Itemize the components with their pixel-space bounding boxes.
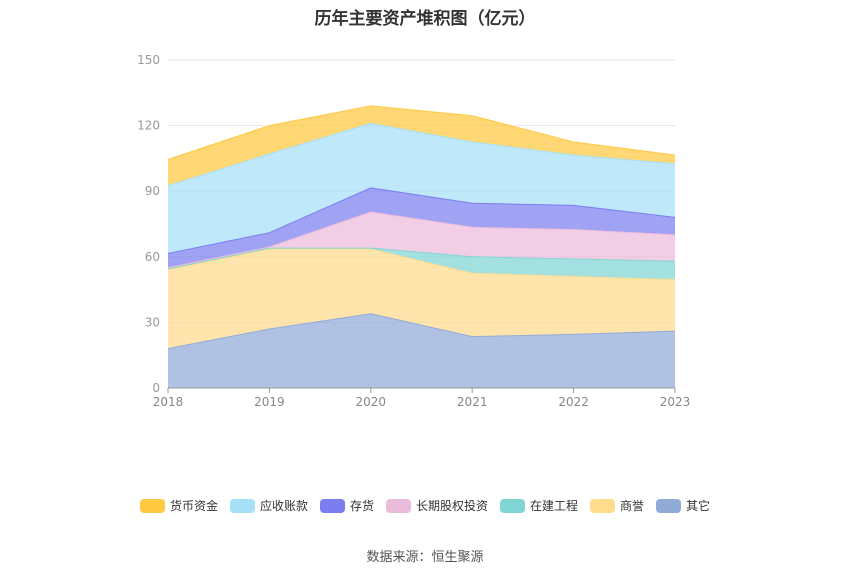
y-tick-label: 30: [145, 315, 160, 329]
x-tick-label: 2023: [660, 395, 691, 409]
legend-label: 应收账款: [259, 499, 308, 513]
legend-item[interactable]: 应收账款: [229, 497, 308, 514]
legend-label: 存货: [349, 499, 374, 513]
legend-item[interactable]: 长期股权投资: [385, 497, 488, 514]
area-edge-0: [167, 313, 676, 350]
area-series-3[interactable]: [168, 212, 675, 269]
legend-item[interactable]: 其它: [656, 497, 710, 514]
legend-swatch: [590, 498, 616, 513]
legend-swatch: [656, 498, 682, 513]
area-edge-3: [167, 211, 676, 269]
area-edge-4: [167, 187, 676, 254]
y-tick-label: 120: [137, 119, 160, 133]
x-tick-label: 2019: [254, 395, 285, 409]
legend-item[interactable]: 在建工程: [500, 497, 578, 514]
area-series-4[interactable]: [168, 187, 675, 268]
legend-item[interactable]: 货币资金: [139, 497, 218, 514]
y-tick-label: 90: [145, 184, 160, 198]
y-tick-label: 60: [145, 250, 160, 264]
area-series-6[interactable]: [168, 105, 675, 186]
area-series-0[interactable]: [168, 313, 675, 388]
legend-item[interactable]: 商誉: [590, 497, 644, 514]
legend-swatch: [385, 498, 411, 513]
area-edges: [167, 105, 676, 350]
area-edge-1: [167, 248, 676, 281]
x-tick-label: 2018: [153, 395, 184, 409]
legend-swatch: [139, 498, 165, 513]
area-series-1[interactable]: [168, 249, 675, 349]
area-layers: [168, 105, 675, 388]
legend-item[interactable]: 存货: [319, 497, 374, 514]
legend-label: 在建工程: [530, 499, 579, 513]
chart-legend: 货币资金 应收账款 存货 长期股权投资 在建工程 商誉 其它: [0, 497, 850, 514]
legend-label: 商誉: [620, 499, 645, 513]
chart-title: 历年主要资产堆积图（亿元）: [314, 9, 536, 29]
legend-label: 长期股权投资: [415, 499, 488, 513]
x-tick-label: 2021: [457, 395, 488, 409]
legend-swatch: [229, 498, 255, 513]
legend-swatch: [319, 498, 345, 513]
data-source: 数据来源：恒生聚源: [366, 550, 484, 565]
legend-label: 货币资金: [169, 499, 218, 513]
x-tick-label: 2022: [558, 395, 589, 409]
area-edge-5: [167, 122, 676, 187]
area-edge-6: [167, 105, 676, 160]
area-series-2[interactable]: [168, 248, 675, 280]
y-tick-label: 0: [152, 381, 160, 395]
x-tick-label: 2020: [356, 395, 387, 409]
y-tick-label: 150: [137, 53, 160, 67]
legend-label: 其它: [686, 499, 711, 513]
legend-swatch: [500, 498, 525, 513]
area-edge-2: [167, 247, 676, 270]
